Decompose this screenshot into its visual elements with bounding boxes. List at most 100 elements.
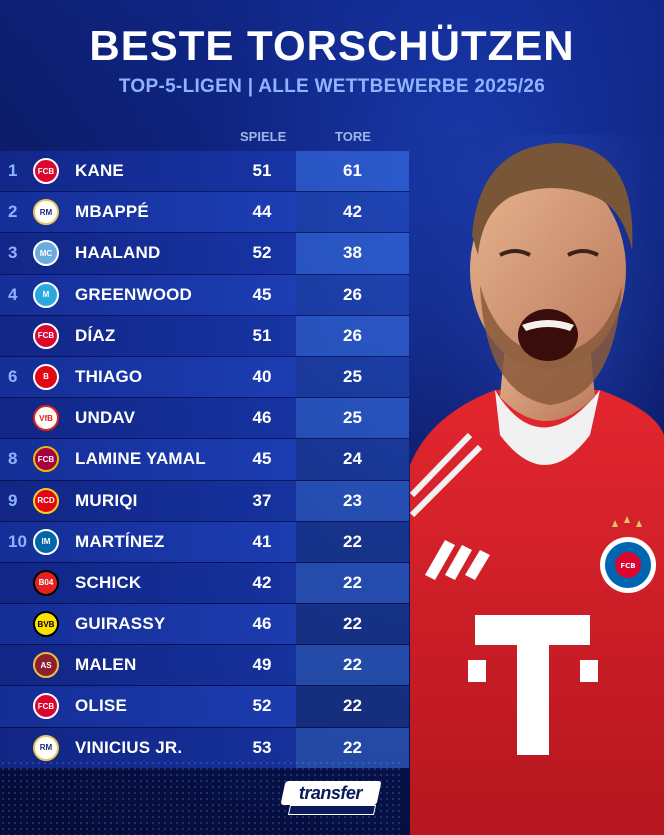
table-row: FCB DÍAZ 51 26 (0, 315, 410, 357)
player-name: LAMINE YAMAL (75, 449, 206, 469)
tore-cell-background (296, 686, 409, 727)
games-value: 49 (252, 655, 272, 675)
brentford-icon: B (33, 363, 59, 390)
tore-cell-background (296, 398, 409, 439)
real-madrid-icon: RM (33, 734, 59, 761)
games-value: 44 (252, 202, 272, 222)
manchester-city-icon: MC (33, 240, 59, 267)
borussia-dortmund-icon: BVB (33, 611, 59, 638)
table-row: 9 RCD MURIQI 37 23 (0, 480, 410, 522)
games-value: 45 (252, 449, 272, 469)
table-row: 6 B THIAGO 40 25 (0, 356, 410, 399)
games-value: 52 (252, 696, 272, 716)
scorers-table: 1 FCB KANE 51 61 2 RM MBAPPÉ 44 42 3 MC HAALAND 52 38 4… (0, 151, 410, 769)
table-row: BVB GUIRASSY 46 22 (0, 604, 410, 646)
player-illustration: FCB (400, 135, 664, 835)
rank: 1 (8, 161, 18, 180)
column-header-tore: TORE (335, 129, 371, 144)
goals-value: 22 (343, 531, 362, 551)
bayern-munich-icon: FCB (33, 693, 59, 720)
games-value: 45 (252, 284, 272, 304)
tore-cell-background (296, 604, 409, 645)
marseille-icon: M (33, 281, 59, 308)
table-row: 4 M GREENWOOD 45 26 (0, 274, 410, 316)
tore-cell-background (296, 439, 409, 480)
rank: 3 (8, 243, 18, 263)
games-value: 51 (252, 161, 272, 180)
inter-milan-icon: IM (33, 528, 59, 555)
real-madrid-icon: RM (33, 199, 59, 226)
goals-value: 24 (343, 449, 362, 469)
player-name: GUIRASSY (75, 614, 166, 634)
tore-cell-background (296, 356, 409, 398)
goals-value: 22 (343, 696, 362, 716)
column-header-spiele: SPIELE (240, 129, 287, 144)
player-name: GREENWOOD (75, 284, 193, 304)
as-roma-icon: AS (33, 652, 59, 679)
player-name: HAALAND (75, 243, 161, 263)
goals-value: 42 (343, 202, 362, 222)
goals-value: 61 (343, 161, 362, 180)
player-name: KANE (75, 161, 124, 180)
vfb-stuttgart-icon: VfB (33, 405, 59, 432)
rank: 9 (8, 490, 18, 510)
transfermarkt-logo: transfer (280, 781, 382, 805)
rank: 8 (8, 449, 18, 469)
player-name: MALEN (75, 655, 137, 675)
goals-value: 26 (343, 284, 362, 304)
games-value: 53 (252, 737, 272, 757)
games-value: 37 (252, 490, 272, 510)
table-row: 8 FCB LAMINE YAMAL 45 24 (0, 439, 410, 481)
goals-value: 25 (343, 408, 362, 428)
table-row: RM VINICIUS JR. 53 22 (0, 727, 410, 769)
tore-cell-background (296, 645, 409, 686)
tore-cell-background (296, 274, 409, 315)
goals-value: 23 (343, 490, 362, 510)
player-name: DÍAZ (75, 325, 116, 345)
table-row: 3 MC HAALAND 52 38 (0, 233, 410, 275)
goals-value: 22 (343, 655, 362, 675)
player-name: MBAPPÉ (75, 202, 149, 222)
games-value: 46 (252, 408, 272, 428)
rank: 4 (8, 284, 18, 304)
tore-cell-background (296, 233, 409, 274)
goals-value: 22 (343, 572, 362, 592)
brand-underline (287, 805, 377, 815)
tore-cell-background (296, 521, 409, 562)
player-name: SCHICK (75, 572, 142, 592)
games-value: 52 (252, 243, 272, 263)
games-value: 41 (252, 531, 272, 551)
rank: 10 (8, 531, 27, 551)
bayer-leverkusen-icon: B04 (33, 569, 59, 596)
tore-cell-background (296, 315, 409, 356)
goals-value: 26 (343, 325, 362, 345)
rank: 2 (8, 202, 18, 222)
games-value: 46 (252, 614, 272, 634)
player-name: THIAGO (75, 366, 143, 386)
player-name: UNDAV (75, 408, 136, 428)
goals-value: 22 (343, 737, 362, 757)
page-title: BESTE TORSCHÜTZEN (89, 22, 575, 69)
tore-cell-background (296, 192, 409, 233)
table-row: FCB OLISE 52 22 (0, 686, 410, 728)
player-name: MURIQI (75, 490, 138, 510)
fc-barcelona-icon: FCB (33, 446, 59, 473)
player-name: OLISE (75, 696, 128, 716)
bayern-munich-icon: FCB (33, 158, 59, 184)
goals-value: 22 (343, 614, 362, 634)
games-value: 51 (252, 325, 272, 345)
tore-cell-background (296, 727, 409, 768)
table-row: 10 IM MARTÍNEZ 41 22 (0, 521, 410, 563)
rank: 6 (8, 366, 18, 386)
player-name: VINICIUS JR. (75, 737, 183, 757)
table-row: B04 SCHICK 42 22 (0, 562, 410, 605)
brand-name: transfer (299, 782, 363, 803)
table-row: AS MALEN 49 22 (0, 645, 410, 687)
tore-cell-background (296, 562, 409, 604)
mallorca-icon: RCD (33, 487, 59, 514)
player-name: MARTÍNEZ (75, 531, 165, 551)
table-row: VfB UNDAV 46 25 (0, 398, 410, 440)
tore-cell-background (296, 480, 409, 521)
tore-cell-background (296, 151, 409, 192)
games-value: 42 (252, 572, 272, 592)
